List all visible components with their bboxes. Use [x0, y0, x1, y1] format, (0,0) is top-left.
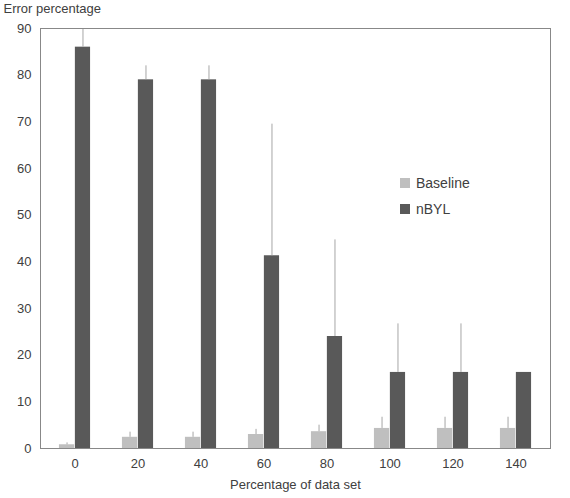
svg-text:90: 90 [17, 21, 31, 36]
svg-text:80: 80 [17, 67, 31, 82]
svg-text:10: 10 [17, 394, 31, 409]
svg-text:100: 100 [379, 456, 401, 471]
html-text:Baseline: Baseline [416, 175, 470, 191]
html-text:nBYL: nBYL [416, 201, 451, 217]
svg-text:0: 0 [71, 456, 78, 471]
svg-text:20: 20 [131, 456, 145, 471]
svg-text:Error percentage: Error percentage [4, 1, 102, 16]
svg-text:70: 70 [17, 114, 31, 129]
svg-text:80: 80 [320, 456, 334, 471]
svg-text:120: 120 [442, 456, 464, 471]
svg-text:50: 50 [17, 207, 31, 222]
svg-text:60: 60 [17, 161, 31, 176]
svg-text:40: 40 [194, 456, 208, 471]
svg-text:140: 140 [505, 456, 527, 471]
svg-text:60: 60 [257, 456, 271, 471]
svg-text:30: 30 [17, 301, 31, 316]
svg-text:20: 20 [17, 347, 31, 362]
svg-text:0: 0 [24, 441, 31, 456]
svg-text:Percentage of data set: Percentage of data set [230, 477, 361, 492]
svg-text:40: 40 [17, 254, 31, 269]
